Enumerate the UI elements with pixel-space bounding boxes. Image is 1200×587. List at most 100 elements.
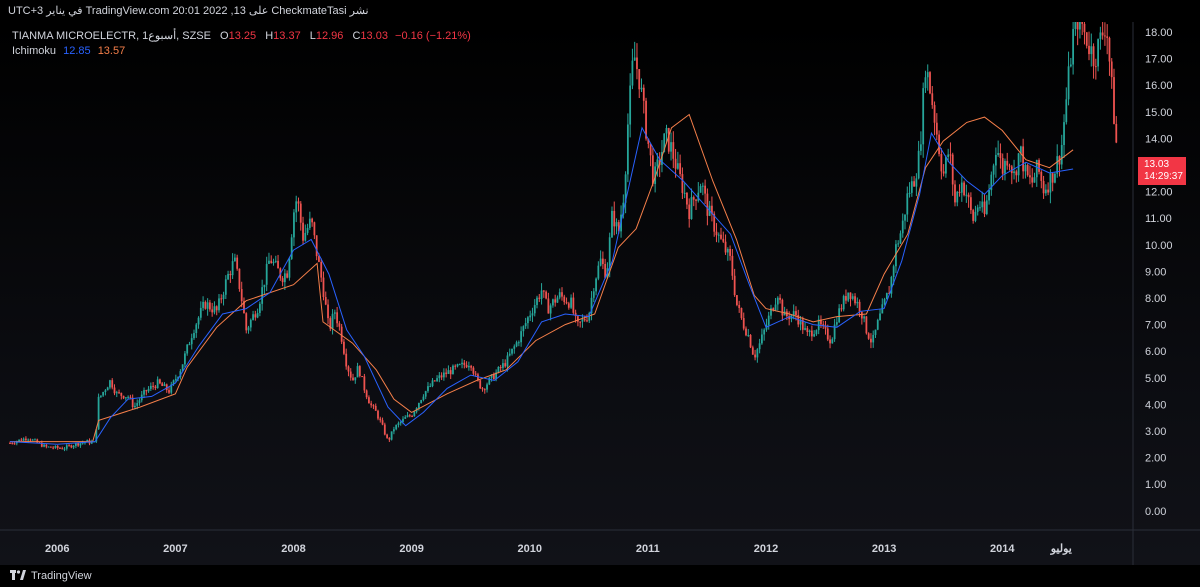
candle-body [806,328,809,333]
candle-body [68,445,70,447]
candle-body [331,313,334,329]
candle-body [611,210,613,238]
candle-body [581,319,584,322]
candle-body [99,395,102,397]
candle-body [54,445,57,448]
candle-body [254,314,257,318]
candle-body [486,384,488,390]
candle-body [202,301,204,308]
candle-body [163,384,166,386]
candle-body [56,445,59,448]
candle-body [452,365,454,375]
candle-body [922,88,925,145]
candle-body [72,445,75,448]
candle-body [724,241,727,253]
candle-body [733,275,736,296]
candle-body [867,333,870,339]
x-tick-label: 2007 [163,543,187,555]
candle-body [13,443,16,445]
candle-body [740,307,743,319]
candle-body [474,373,477,375]
candle-body [933,105,936,123]
x-tick-label: 2013 [872,543,896,555]
candle-body [386,434,388,438]
published-by-text: نشر CheckmateTasi على TradingView.com 20… [8,5,369,17]
candle-body [377,410,379,419]
candle-body [90,441,93,444]
candle-body [504,363,507,367]
candle-body [715,231,718,236]
candle-body [529,315,532,318]
symbol-name[interactable]: TIANMA MICROELECTR, 1أسبوع, SZSE [12,30,211,42]
candle-body [313,222,316,236]
candle-body [642,87,645,101]
candle-body [245,313,248,331]
candle-body [1054,173,1056,183]
candle-body [1019,146,1022,154]
candle-body [161,383,164,386]
candle-body [147,388,150,392]
candle-body [1006,160,1009,166]
candle-body [349,371,352,378]
candle-body [136,403,139,406]
candle-body [77,443,80,446]
candle-body [229,273,232,276]
candle-body [951,154,954,185]
candle-body [352,377,354,381]
candle-body [143,390,145,395]
indicator-name[interactable]: Ichimoku [12,45,57,57]
candle-body [983,201,986,214]
candle-body [61,448,64,450]
candle-body [265,263,268,285]
candle-body [379,418,382,421]
price-chart[interactable]: 0.00 1.00 2.00 3.00 4.00 5.00 6.00 7.00 8.00 9.00… [0,22,1200,565]
candle-body [908,192,911,194]
candle-body [338,323,341,327]
chart-area[interactable]: 0.00 1.00 2.00 3.00 4.00 5.00 6.00 7.00 8.00 9.00… [0,22,1200,565]
candle-body [308,218,311,228]
candle-body [247,327,250,331]
candle-body [570,297,572,308]
candle-body [565,302,568,304]
candle-body [295,201,298,213]
candle-body [95,429,98,442]
candle-body [190,338,193,345]
candle-body [122,395,125,399]
candle-body [849,292,852,299]
candle-body [511,348,513,354]
y-tick-label: 10.00 [1145,240,1173,252]
candle-body [236,257,239,269]
candle-body [631,60,634,86]
candle-body [751,347,754,355]
candle-body [506,355,509,367]
candle-body [134,405,136,408]
candle-body [783,311,786,316]
candle-body [1056,156,1059,174]
candle-body [268,260,270,264]
candle-body [720,234,722,239]
tradingview-logo[interactable]: TradingView [10,570,92,582]
candle-body [165,384,168,391]
candle-body [888,293,891,295]
candle-body [472,367,475,374]
candle-body [224,279,227,295]
candle-body [824,325,827,329]
candle-body [70,445,73,448]
candle-body [365,390,368,398]
candle-body [913,181,916,187]
candle-body [252,314,254,320]
close-value: 13.03 [360,30,388,42]
candle-body [960,182,963,193]
candle-body [1072,28,1075,65]
candle-body [274,260,277,262]
candle-body [926,72,929,78]
candle-body [690,197,693,220]
candle-body [361,376,363,378]
bar-countdown: 14:29:37 [1144,171,1183,182]
candle-body [1099,32,1102,40]
candle-body [1094,66,1097,68]
y-tick-label: 0.00 [1145,506,1166,518]
candle-body [249,319,252,328]
candle-body [654,166,657,184]
candle-body [704,185,707,194]
